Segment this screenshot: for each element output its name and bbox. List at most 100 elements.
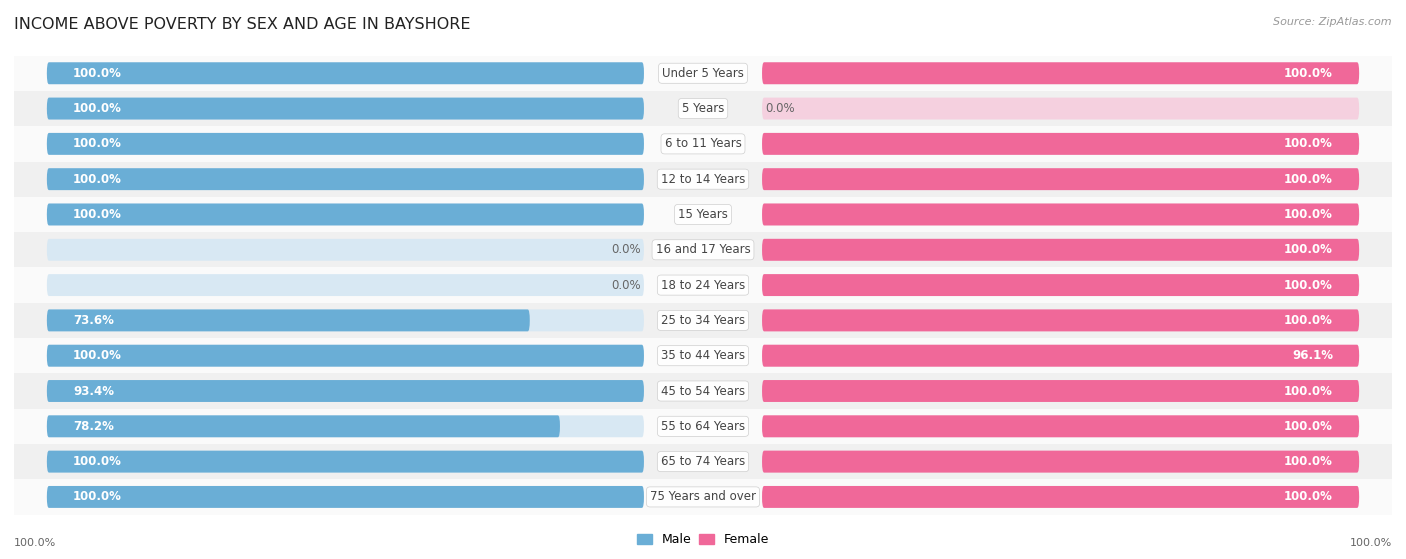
Text: 55 to 64 Years: 55 to 64 Years bbox=[661, 420, 745, 433]
Text: 100.0%: 100.0% bbox=[1284, 208, 1333, 221]
Text: 100.0%: 100.0% bbox=[73, 208, 122, 221]
FancyBboxPatch shape bbox=[762, 203, 1360, 225]
FancyBboxPatch shape bbox=[46, 133, 644, 155]
FancyBboxPatch shape bbox=[762, 486, 1360, 508]
Text: 0.0%: 0.0% bbox=[612, 278, 641, 292]
Text: 100.0%: 100.0% bbox=[73, 349, 122, 362]
Text: 15 Years: 15 Years bbox=[678, 208, 728, 221]
Text: 100.0%: 100.0% bbox=[1284, 385, 1333, 397]
FancyBboxPatch shape bbox=[46, 345, 644, 367]
FancyBboxPatch shape bbox=[762, 451, 1360, 472]
Bar bbox=[14, 55, 1392, 91]
FancyBboxPatch shape bbox=[46, 203, 644, 225]
Bar bbox=[14, 232, 1392, 267]
FancyBboxPatch shape bbox=[46, 486, 644, 508]
FancyBboxPatch shape bbox=[762, 62, 1360, 84]
FancyBboxPatch shape bbox=[46, 98, 644, 120]
Text: 100.0%: 100.0% bbox=[1284, 138, 1333, 150]
FancyBboxPatch shape bbox=[46, 415, 560, 437]
FancyBboxPatch shape bbox=[762, 345, 1360, 367]
Text: 100.0%: 100.0% bbox=[73, 138, 122, 150]
FancyBboxPatch shape bbox=[46, 62, 644, 84]
Text: INCOME ABOVE POVERTY BY SEX AND AGE IN BAYSHORE: INCOME ABOVE POVERTY BY SEX AND AGE IN B… bbox=[14, 17, 471, 32]
FancyBboxPatch shape bbox=[762, 239, 1360, 260]
Text: 75 Years and over: 75 Years and over bbox=[650, 490, 756, 504]
Text: 100.0%: 100.0% bbox=[1284, 314, 1333, 327]
FancyBboxPatch shape bbox=[46, 239, 644, 260]
Text: 45 to 54 Years: 45 to 54 Years bbox=[661, 385, 745, 397]
Text: 96.1%: 96.1% bbox=[1292, 349, 1333, 362]
Text: 100.0%: 100.0% bbox=[73, 67, 122, 80]
FancyBboxPatch shape bbox=[762, 62, 1360, 84]
FancyBboxPatch shape bbox=[762, 203, 1360, 225]
Text: 100.0%: 100.0% bbox=[73, 455, 122, 468]
Text: 0.0%: 0.0% bbox=[765, 102, 794, 115]
Bar bbox=[14, 267, 1392, 303]
FancyBboxPatch shape bbox=[46, 310, 530, 331]
FancyBboxPatch shape bbox=[762, 98, 1360, 120]
Text: 18 to 24 Years: 18 to 24 Years bbox=[661, 278, 745, 292]
Bar bbox=[14, 303, 1392, 338]
FancyBboxPatch shape bbox=[46, 168, 644, 190]
Text: 100.0%: 100.0% bbox=[73, 173, 122, 186]
FancyBboxPatch shape bbox=[762, 310, 1360, 331]
FancyBboxPatch shape bbox=[762, 486, 1360, 508]
Text: Source: ZipAtlas.com: Source: ZipAtlas.com bbox=[1274, 17, 1392, 27]
Text: 73.6%: 73.6% bbox=[73, 314, 114, 327]
Text: 100.0%: 100.0% bbox=[1350, 538, 1392, 548]
Bar bbox=[14, 338, 1392, 373]
Text: 100.0%: 100.0% bbox=[1284, 243, 1333, 256]
Text: 65 to 74 Years: 65 to 74 Years bbox=[661, 455, 745, 468]
FancyBboxPatch shape bbox=[762, 345, 1360, 367]
FancyBboxPatch shape bbox=[762, 310, 1360, 331]
FancyBboxPatch shape bbox=[46, 274, 644, 296]
Bar bbox=[14, 444, 1392, 479]
FancyBboxPatch shape bbox=[46, 62, 644, 84]
Text: 100.0%: 100.0% bbox=[1284, 455, 1333, 468]
FancyBboxPatch shape bbox=[762, 415, 1360, 437]
Text: 78.2%: 78.2% bbox=[73, 420, 114, 433]
Legend: Male, Female: Male, Female bbox=[631, 528, 775, 551]
Bar bbox=[14, 91, 1392, 126]
FancyBboxPatch shape bbox=[762, 415, 1360, 437]
Text: 12 to 14 Years: 12 to 14 Years bbox=[661, 173, 745, 186]
FancyBboxPatch shape bbox=[762, 133, 1360, 155]
Bar bbox=[14, 162, 1392, 197]
FancyBboxPatch shape bbox=[762, 380, 1360, 402]
Text: 35 to 44 Years: 35 to 44 Years bbox=[661, 349, 745, 362]
Text: 100.0%: 100.0% bbox=[1284, 278, 1333, 292]
Text: 100.0%: 100.0% bbox=[14, 538, 56, 548]
FancyBboxPatch shape bbox=[46, 451, 644, 472]
FancyBboxPatch shape bbox=[762, 274, 1360, 296]
FancyBboxPatch shape bbox=[46, 203, 644, 225]
Text: Under 5 Years: Under 5 Years bbox=[662, 67, 744, 80]
FancyBboxPatch shape bbox=[762, 239, 1360, 260]
FancyBboxPatch shape bbox=[46, 380, 644, 402]
FancyBboxPatch shape bbox=[762, 168, 1360, 190]
Text: 93.4%: 93.4% bbox=[73, 385, 114, 397]
Bar bbox=[14, 126, 1392, 162]
Bar bbox=[14, 409, 1392, 444]
Bar bbox=[14, 479, 1392, 515]
Text: 25 to 34 Years: 25 to 34 Years bbox=[661, 314, 745, 327]
FancyBboxPatch shape bbox=[46, 415, 644, 437]
FancyBboxPatch shape bbox=[46, 98, 644, 120]
FancyBboxPatch shape bbox=[46, 310, 644, 331]
FancyBboxPatch shape bbox=[46, 133, 644, 155]
FancyBboxPatch shape bbox=[762, 168, 1360, 190]
Text: 100.0%: 100.0% bbox=[73, 102, 122, 115]
Bar bbox=[14, 197, 1392, 232]
Text: 16 and 17 Years: 16 and 17 Years bbox=[655, 243, 751, 256]
Text: 100.0%: 100.0% bbox=[1284, 173, 1333, 186]
Text: 0.0%: 0.0% bbox=[612, 243, 641, 256]
FancyBboxPatch shape bbox=[46, 168, 644, 190]
FancyBboxPatch shape bbox=[762, 380, 1360, 402]
Text: 100.0%: 100.0% bbox=[1284, 490, 1333, 504]
FancyBboxPatch shape bbox=[762, 451, 1360, 472]
Text: 100.0%: 100.0% bbox=[1284, 67, 1333, 80]
FancyBboxPatch shape bbox=[762, 274, 1360, 296]
Text: 6 to 11 Years: 6 to 11 Years bbox=[665, 138, 741, 150]
FancyBboxPatch shape bbox=[46, 451, 644, 472]
Text: 100.0%: 100.0% bbox=[73, 490, 122, 504]
FancyBboxPatch shape bbox=[46, 345, 644, 367]
